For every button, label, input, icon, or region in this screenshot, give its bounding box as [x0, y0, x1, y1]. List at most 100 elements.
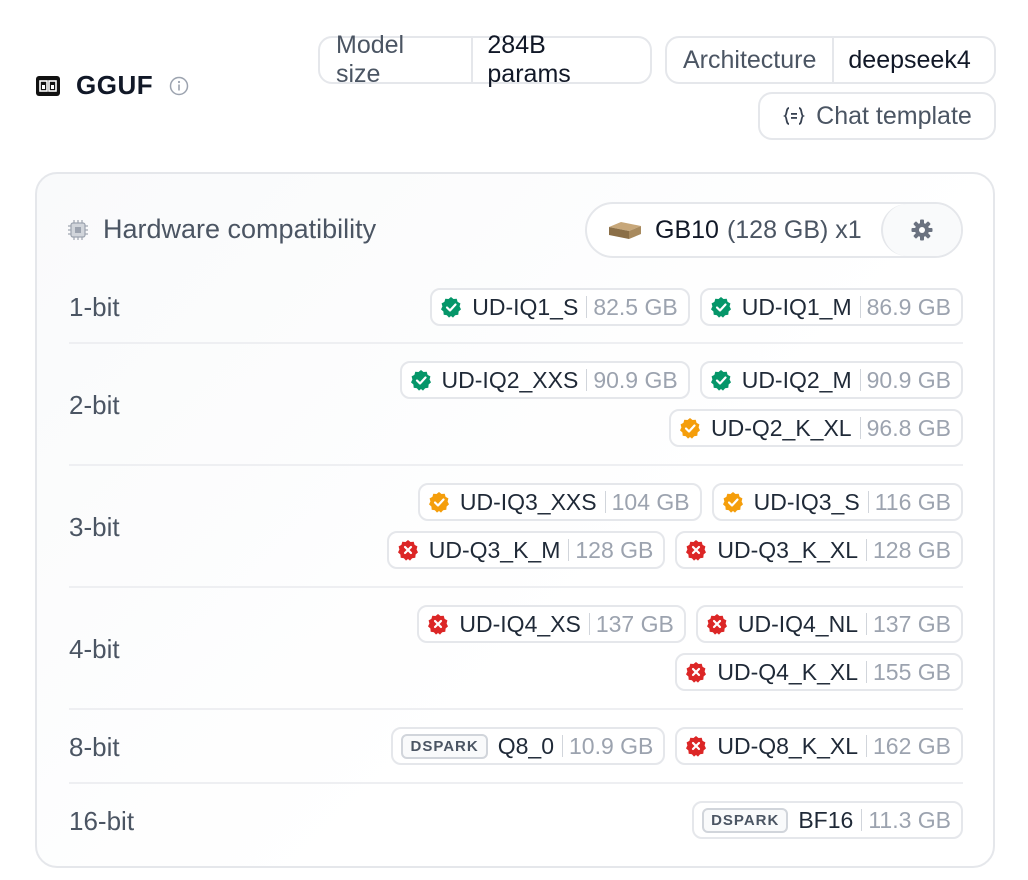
quant-name: UD-IQ2_M	[741, 366, 852, 393]
quant-size: 137 GB	[595, 610, 674, 637]
hardware-compatibility-panel: Hardware compatibility GB10 (128 GB) x1 …	[35, 172, 995, 868]
chat-template-button[interactable]: Chat template	[758, 92, 996, 140]
quant-name: UD-IQ2_XXS	[441, 366, 579, 393]
page-title: GGUF	[76, 70, 154, 100]
quant-file-chip[interactable]: UD-IQ4_XS 137 GB	[417, 605, 686, 643]
bit-label: 16-bit	[69, 806, 135, 836]
quant-size: 116 GB	[874, 488, 951, 515]
quant-file-chip[interactable]: UD-IQ1_S 82.5 GB	[430, 288, 690, 326]
device-box-icon	[609, 222, 641, 239]
quant-file-chip[interactable]: DSPARK Q8_0 10.9 GB	[391, 727, 666, 765]
chip-divider	[586, 296, 588, 318]
chip-icon	[68, 219, 88, 240]
quant-size: 128 GB	[873, 536, 951, 563]
check-badge-icon	[410, 370, 431, 391]
check-badge-icon	[710, 297, 731, 318]
quant-row: 4-bit UD-IQ4_XS 137 GB UD-IQ4_NL 137 GB UD-Q4…	[69, 588, 963, 710]
bit-label: 2-bit	[69, 390, 120, 420]
chip-divider	[866, 735, 867, 757]
device-settings-button[interactable]	[881, 204, 961, 256]
quant-name: UD-IQ4_XS	[459, 610, 581, 637]
quant-name: UD-Q3_K_M	[428, 536, 561, 563]
quant-size: 162 GB	[873, 732, 951, 759]
warning-badge-icon	[722, 492, 743, 513]
warning-badge-icon	[428, 492, 449, 513]
quant-name: UD-IQ1_M	[741, 293, 852, 320]
x-badge-icon	[706, 614, 727, 635]
quant-size: 128 GB	[575, 536, 654, 563]
bit-label: 4-bit	[69, 634, 120, 664]
quant-file-chip[interactable]: UD-IQ2_XXS 90.9 GB	[399, 361, 690, 399]
quant-file-chip[interactable]: DSPARK BF16 11.3 GB	[692, 801, 963, 839]
dspark-tag: DSPARK	[702, 807, 789, 833]
quant-file-chip[interactable]: UD-Q3_K_M 128 GB	[386, 531, 666, 569]
quant-row: 8-bit DSPARK Q8_0 10.9 GB UD-Q8_K_XL 162 GB	[69, 710, 963, 784]
quant-file-chip[interactable]: UD-IQ2_M 90.9 GB	[699, 361, 963, 399]
quant-name: UD-Q2_K_XL	[710, 414, 852, 441]
chat-template-label: Chat template	[816, 101, 972, 130]
architecture-value: deepseek4	[848, 45, 971, 74]
quant-size: 90.9 GB	[866, 366, 951, 393]
bit-label: 1-bit	[69, 292, 120, 322]
gear-icon	[911, 219, 933, 241]
architecture-badge[interactable]: Architecture deepseek4	[665, 36, 996, 84]
chip-divider	[866, 661, 867, 683]
check-badge-icon	[710, 370, 731, 391]
check-badge-icon	[441, 297, 462, 318]
model-size-value: 284B params	[487, 31, 571, 88]
chip-divider	[867, 491, 869, 513]
quant-file-chip[interactable]: UD-IQ3_S 116 GB	[711, 483, 963, 521]
quant-name: UD-Q4_K_XL	[717, 658, 858, 685]
bit-label: 3-bit	[69, 512, 120, 542]
quant-name: Q8_0	[497, 732, 554, 759]
quant-file-chip[interactable]: UD-IQ3_XXS 104 GB	[417, 483, 702, 521]
quant-size: 155 GB	[873, 658, 951, 685]
gguf-heading: GGUF	[36, 70, 189, 101]
chip-divider	[861, 809, 863, 831]
hardware-compatibility-heading: Hardware compatibility	[67, 214, 376, 245]
hardware-compatibility-title: Hardware compatibility	[103, 214, 377, 244]
model-size-label: Model size	[320, 31, 474, 88]
quant-name: UD-Q8_K_XL	[717, 732, 858, 759]
quant-name: UD-IQ4_NL	[737, 610, 858, 637]
chip-divider	[866, 613, 867, 635]
quant-size: 96.8 GB	[866, 414, 951, 441]
quant-name: UD-IQ3_S	[753, 488, 860, 515]
x-badge-icon	[686, 662, 707, 683]
device-select-button[interactable]: GB10 (128 GB) x1	[587, 204, 881, 256]
chip-divider	[866, 539, 867, 561]
quant-row: 3-bit UD-IQ3_XXS 104 GB UD-IQ3_S 116 GB UD-Q3…	[69, 466, 963, 588]
chip-divider	[586, 369, 588, 391]
chip-divider	[561, 735, 563, 757]
quant-file-chip[interactable]: UD-Q2_K_XL 96.8 GB	[668, 409, 963, 447]
quant-name: UD-IQ3_XXS	[459, 488, 597, 515]
x-badge-icon	[397, 540, 418, 561]
dspark-tag: DSPARK	[401, 733, 488, 759]
model-size-badge: Model size 284B params	[318, 31, 652, 88]
quant-size: 86.9 GB	[866, 293, 951, 320]
device-selector[interactable]: GB10 (128 GB) x1	[585, 202, 963, 258]
quant-file-chip[interactable]: UD-IQ4_NL 137 GB	[695, 605, 963, 643]
architecture-label: Architecture	[667, 38, 835, 82]
quant-file-chip[interactable]: UD-IQ1_M 86.9 GB	[699, 288, 963, 326]
chip-divider	[568, 539, 570, 561]
quant-size: 82.5 GB	[593, 293, 678, 320]
quant-name: BF16	[798, 806, 854, 833]
quant-size: 10.9 GB	[568, 732, 654, 759]
quant-file-chip[interactable]: UD-Q3_K_XL 128 GB	[675, 531, 963, 569]
gguf-logo-icon	[36, 75, 60, 96]
quant-row: 1-bit UD-IQ1_S 82.5 GB UD-IQ1_M 86.9 GB	[69, 270, 963, 344]
quant-file-chip[interactable]: UD-Q4_K_XL 155 GB	[675, 653, 963, 691]
chip-divider	[588, 613, 590, 635]
chip-divider	[859, 417, 861, 439]
quant-size: 11.3 GB	[868, 806, 951, 833]
bit-label: 8-bit	[69, 732, 120, 762]
chip-divider	[604, 491, 606, 513]
device-memory: (128 GB) x1	[726, 215, 862, 244]
x-badge-icon	[686, 540, 707, 561]
quant-name: UD-IQ1_S	[472, 293, 579, 320]
x-badge-icon	[428, 614, 449, 635]
info-icon[interactable]	[169, 76, 189, 96]
quant-size: 137 GB	[873, 610, 951, 637]
quant-file-chip[interactable]: UD-Q8_K_XL 162 GB	[675, 727, 963, 765]
